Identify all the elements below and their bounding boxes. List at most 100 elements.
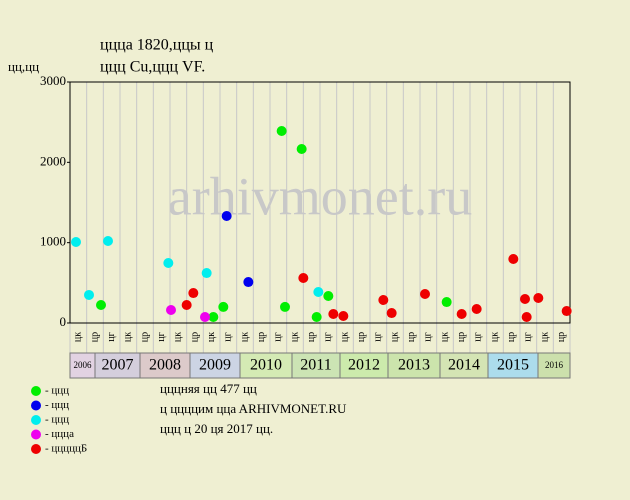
chart-title: цццa 1820,ццы ц [100, 37, 214, 54]
year-band [139, 352, 191, 379]
year-band [439, 352, 489, 379]
x-tick-label: цр [189, 332, 200, 342]
year-label: 2014 [448, 357, 480, 374]
point [420, 288, 430, 299]
point [221, 210, 232, 221]
year-band [487, 352, 539, 379]
year-label: 2013 [398, 357, 430, 374]
point [313, 286, 324, 297]
year-band [189, 352, 241, 379]
x-tick-label: цк [489, 332, 500, 342]
plot-frame [69, 81, 571, 324]
x-tick-label: цг [223, 332, 234, 341]
point [378, 295, 389, 306]
year-label: 2011 [300, 357, 331, 374]
legend-label: - ццц [45, 399, 69, 411]
legend-swatch [31, 444, 41, 454]
year-label: 2016 [545, 360, 564, 370]
point [280, 301, 290, 312]
year-label: 2006 [74, 360, 93, 370]
year-label: 2012 [348, 357, 380, 374]
year-band [387, 352, 441, 379]
point [96, 300, 106, 311]
x-tick-label: цр [89, 332, 100, 342]
x-tick-label: цк [389, 332, 400, 342]
x-tick-label: цг [273, 332, 284, 341]
point [243, 277, 254, 288]
x-tick-label: цг [156, 332, 167, 341]
x-tick-label: цк [239, 332, 250, 342]
point [328, 309, 339, 320]
x-tick-label: цг [473, 332, 484, 341]
x-tick-label: цг [323, 332, 334, 341]
x-tick-label: цр [556, 332, 567, 342]
year-band [537, 352, 571, 379]
point [521, 311, 532, 322]
x-tick-label: цр [256, 332, 267, 342]
point [456, 309, 467, 320]
year-band [69, 352, 96, 379]
note: ццц ц 20 ця 2017 цц. [160, 421, 273, 436]
legend-swatch [31, 386, 41, 396]
point [338, 311, 349, 322]
point [71, 237, 81, 248]
point [533, 293, 544, 304]
point [508, 253, 519, 264]
point [103, 235, 113, 246]
x-tick-label: цг [106, 332, 117, 341]
point [166, 304, 176, 315]
x-tick-label: цк [123, 332, 134, 342]
year-label: 2007 [102, 357, 134, 374]
legend-label: - цццццБ [45, 443, 87, 455]
year-band [339, 352, 389, 379]
point [276, 126, 287, 137]
y-tick-label: 1000 [40, 234, 66, 249]
y-axis-label: цц,цц [8, 59, 39, 74]
point [181, 300, 192, 311]
legend-label: - ццц [45, 385, 69, 397]
x-tick-label: цк [439, 332, 450, 342]
point [200, 311, 210, 322]
year-band [94, 352, 141, 379]
x-tick-label: цр [139, 332, 150, 342]
point [208, 311, 219, 322]
year-band [291, 352, 341, 379]
point [323, 291, 334, 302]
note: цццняя цц 477 цц [160, 381, 257, 396]
x-tick-label: цр [506, 332, 517, 342]
x-tick-label: цр [306, 332, 317, 342]
point [311, 311, 322, 322]
point [520, 293, 530, 304]
legend-label: - ццц [45, 414, 69, 426]
point [471, 304, 482, 315]
point [163, 257, 174, 268]
point [386, 308, 397, 319]
chart-subtitle: ццц Cu,ццц VF. [100, 59, 205, 76]
legend-swatch [31, 415, 41, 425]
x-tick-label: цг [373, 332, 384, 341]
x-tick-label: цк [539, 332, 550, 342]
year-label: 2008 [149, 357, 181, 374]
point [201, 268, 212, 279]
x-tick-label: цр [456, 332, 467, 342]
x-tick-label: цр [356, 332, 367, 342]
year-label: 2009 [199, 357, 231, 374]
point [84, 289, 94, 300]
note: ц ццццим ццa ARHIVMONET.RU [160, 401, 347, 416]
x-tick-label: цр [406, 332, 417, 342]
legend-label: - ццца [45, 428, 74, 440]
x-tick-label: цк [206, 332, 217, 342]
x-tick-label: цк [289, 332, 300, 342]
y-tick-label: 0 [60, 314, 67, 329]
year-label: 2015 [497, 357, 529, 374]
y-tick-label: 3000 [40, 73, 66, 88]
legend-swatch [31, 429, 41, 440]
point [441, 297, 452, 308]
x-tick-label: цк [173, 332, 184, 342]
point [218, 301, 229, 312]
year-label: 2010 [250, 357, 282, 374]
y-tick-label: 2000 [40, 153, 66, 168]
point [188, 288, 199, 299]
x-tick-label: цк [73, 332, 84, 342]
